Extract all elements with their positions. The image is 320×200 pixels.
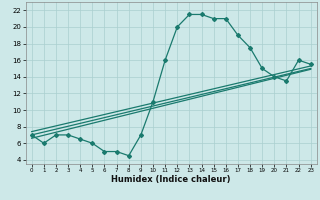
- X-axis label: Humidex (Indice chaleur): Humidex (Indice chaleur): [111, 175, 231, 184]
